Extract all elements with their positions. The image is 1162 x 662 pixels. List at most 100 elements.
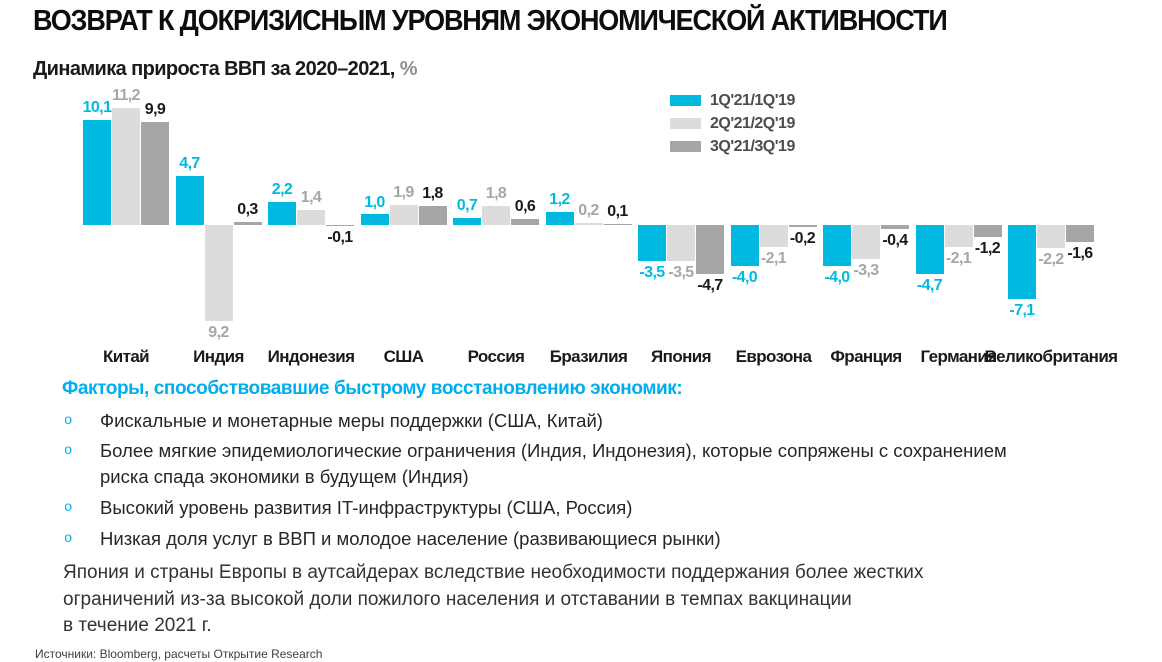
bar bbox=[389, 205, 418, 225]
bullet-icon: o bbox=[64, 531, 73, 548]
legend-label-q2: 2Q'21/2Q'19 bbox=[710, 114, 795, 132]
legend-item-q1: 1Q'21/1Q'19 bbox=[670, 91, 795, 109]
bar-value-label: -7,1 bbox=[1009, 301, 1035, 319]
bar bbox=[881, 224, 909, 230]
bar-value-label: 1,2 bbox=[549, 191, 570, 209]
bar bbox=[759, 224, 788, 247]
category-label: Китай bbox=[102, 346, 150, 366]
bar bbox=[915, 224, 944, 274]
bar-group: 4,7 9,2 0,3 Индия bbox=[175, 87, 262, 367]
bar bbox=[603, 223, 632, 225]
bar-value-label: 9,9 bbox=[144, 100, 166, 118]
chart-subtitle: Динамика прироста ВВП за 2020–2021, % bbox=[33, 58, 1162, 81]
bar-value-label: -4,0 bbox=[731, 269, 758, 287]
factor-text: Фискальные и монетарные меры поддержки (… bbox=[100, 409, 603, 431]
factors-heading: Факторы, способствовавшие быстрому восст… bbox=[62, 377, 683, 399]
gdp-bar-chart: 1Q'21/1Q'19 2Q'21/2Q'19 3Q'21/3Q'19 10,1… bbox=[30, 87, 1156, 367]
bar-group: 10,1 11,2 9,9 Китай bbox=[83, 87, 169, 367]
bar-value-label: -4,0 bbox=[824, 269, 850, 287]
bar bbox=[268, 202, 296, 225]
chart-legend: 1Q'21/1Q'19 2Q'21/2Q'19 3Q'21/3Q'19 bbox=[670, 91, 795, 162]
bar bbox=[83, 119, 111, 225]
bar bbox=[141, 121, 169, 225]
bar-group: -4,0 -2,1 -0,2 Еврозона bbox=[730, 87, 817, 367]
list-item: o Низкая доля услуг в ВВП и молодое насе… bbox=[64, 526, 1162, 552]
bar-value-label: 0,1 bbox=[607, 202, 628, 220]
bar bbox=[511, 218, 539, 225]
category-label: Великобритания bbox=[984, 346, 1118, 366]
bar bbox=[360, 214, 389, 225]
bar-group: 1,0 1,9 1,8 США bbox=[360, 87, 447, 367]
chart-subtitle-text: Динамика прироста ВВП за 2020–2021, bbox=[33, 57, 395, 80]
category-label: США bbox=[383, 346, 424, 366]
factor-text: Высокий уровень развития IT-инфраструкту… bbox=[100, 497, 633, 519]
bar-value-label: -0,2 bbox=[789, 229, 816, 247]
bar-value-label: 2,2 bbox=[271, 181, 293, 199]
bar-value-label: 9,2 bbox=[208, 323, 229, 341]
bullet-icon: o bbox=[64, 443, 73, 460]
bar-group: 1,2 0,2 0,1 Бразилия bbox=[545, 87, 632, 367]
bar bbox=[204, 224, 233, 321]
bar bbox=[852, 224, 880, 260]
bar-value-label: -0,4 bbox=[882, 232, 908, 250]
bar-value-label: 0,7 bbox=[456, 196, 478, 214]
bar-group: -7,1 -2,2 -1,6 Великобритания bbox=[984, 87, 1118, 367]
bar-value-label: 11,2 bbox=[112, 87, 140, 105]
page-title: ВОЗВРАТ К ДОКРИЗИСНЫМ УРОВНЯМ ЭКОНОМИЧЕС… bbox=[33, 5, 948, 37]
bar-value-label: -2,1 bbox=[760, 249, 787, 267]
category-label: Франция bbox=[830, 346, 902, 366]
category-label: Япония bbox=[651, 346, 712, 366]
bar-value-label: 0,3 bbox=[237, 200, 258, 218]
bar bbox=[482, 206, 510, 225]
factor-text: Более мягкие эпидемиологические ограниче… bbox=[100, 440, 1007, 488]
bar-value-label: -3,3 bbox=[853, 262, 879, 280]
legend-swatch-q2 bbox=[670, 118, 701, 130]
category-label: Бразилия bbox=[549, 346, 628, 366]
bar bbox=[823, 224, 851, 267]
bar bbox=[574, 222, 603, 225]
bar bbox=[1008, 224, 1036, 299]
factors-list: o Фискальные и монетарные меры поддержки… bbox=[0, 408, 1162, 552]
chart-subtitle-unit: % bbox=[399, 57, 418, 80]
bar bbox=[1066, 224, 1094, 242]
list-item: o Высокий уровень развития IT-инфраструк… bbox=[64, 495, 1162, 521]
bar bbox=[175, 176, 204, 225]
bar-value-label: 1,0 bbox=[364, 193, 385, 211]
bar-value-label: -2,2 bbox=[1038, 250, 1064, 268]
bar-group: 0,7 1,8 0,6 Россия bbox=[453, 87, 539, 367]
summary-line: ограничений из-за высокой доли пожилого … bbox=[63, 588, 852, 610]
bar-value-label: 0,6 bbox=[514, 197, 536, 215]
bar-value-label: -4,7 bbox=[916, 276, 943, 294]
bar bbox=[418, 206, 447, 225]
category-label: Еврозона bbox=[735, 346, 812, 366]
legend-swatch-q3 bbox=[670, 141, 701, 153]
bar bbox=[944, 224, 973, 247]
summary-line: в течение 2021 г. bbox=[63, 615, 212, 637]
category-label: Россия bbox=[467, 346, 525, 366]
summary-line: Япония и страны Европы в аутсайдерах всл… bbox=[63, 562, 924, 584]
bar-value-label: 4,7 bbox=[179, 155, 200, 173]
bar-value-label: -1,2 bbox=[974, 240, 1001, 258]
bar bbox=[326, 224, 354, 226]
bar bbox=[112, 108, 140, 225]
bar bbox=[545, 212, 574, 225]
bar bbox=[730, 224, 759, 267]
bar-group: -4,0 -3,3 -0,4 Франция bbox=[823, 87, 909, 367]
bar-value-label: 1,4 bbox=[300, 189, 322, 207]
bullet-icon: o bbox=[64, 500, 73, 517]
bar-value-label: -3,5 bbox=[639, 264, 665, 282]
bar-value-label: -2,1 bbox=[945, 249, 972, 267]
bar-group: 2,2 1,4 -0,1 Индонезия bbox=[268, 87, 355, 367]
summary-paragraph: Япония и страны Европы в аутсайдерах всл… bbox=[63, 560, 1162, 640]
bar-value-label: 10,1 bbox=[82, 98, 112, 116]
bar bbox=[696, 224, 724, 274]
bar-value-label: 0,2 bbox=[578, 201, 599, 219]
bar bbox=[1037, 224, 1065, 248]
bar bbox=[667, 224, 695, 262]
bar-value-label: 1,8 bbox=[422, 185, 443, 203]
legend-label-q1: 1Q'21/1Q'19 bbox=[710, 91, 795, 109]
legend-item-q2: 2Q'21/2Q'19 bbox=[670, 114, 795, 132]
sources-note: Источники: Bloomberg, расчеты Открытие R… bbox=[35, 646, 323, 661]
legend-label-q3: 3Q'21/3Q'19 bbox=[710, 137, 795, 155]
